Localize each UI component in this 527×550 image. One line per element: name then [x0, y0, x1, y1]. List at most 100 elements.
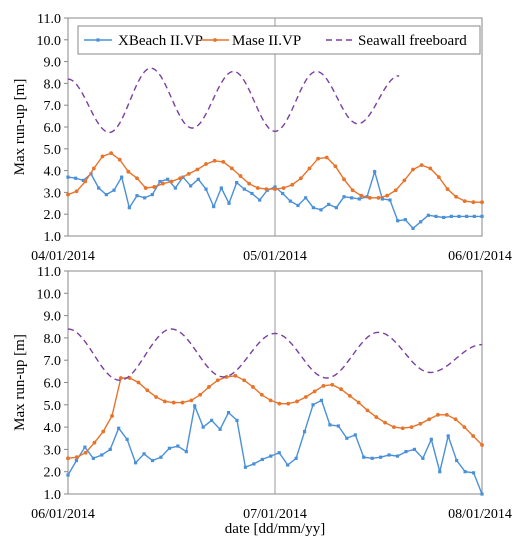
- top-mase-point: [411, 167, 415, 172]
- top-mase-point: [273, 187, 277, 192]
- top-mase-point: [255, 186, 260, 190]
- top-mase-point: [480, 200, 484, 205]
- top-xbeach-point: [449, 214, 453, 218]
- bottom-xbeach-point: [66, 473, 70, 477]
- bottom-mase-point: [277, 401, 282, 406]
- bottom-xbeach-point: [471, 471, 476, 475]
- top-mase-point: [100, 154, 105, 159]
- top-mase-point: [238, 174, 243, 178]
- top-mase-point: [316, 156, 321, 161]
- bottom-xbeach-point: [404, 450, 408, 454]
- top-mase-point: [281, 186, 286, 190]
- top-mase-point: [83, 179, 88, 184]
- top-xbeach-point: [426, 213, 430, 217]
- bottom-xbeach-point: [210, 418, 214, 423]
- top-xbeach-point: [81, 178, 85, 183]
- legend-marker-xbeach: [96, 38, 100, 42]
- top-xbeach-point: [311, 206, 315, 210]
- top-xbeach-point: [250, 191, 254, 196]
- top-y-tick-label: 6.0: [44, 121, 62, 136]
- bottom-y-tick-label: 3.0: [44, 443, 62, 458]
- bottom-mase-point: [110, 414, 114, 418]
- top-xbeach-point: [143, 196, 147, 200]
- top-xbeach-point: [227, 201, 231, 205]
- bottom-y-tick-label: 4.0: [44, 421, 62, 436]
- top-xbeach-point: [242, 187, 246, 191]
- bottom-mase-point: [259, 392, 264, 397]
- bottom-xbeach-point: [184, 450, 188, 454]
- top-xbeach-point: [158, 179, 162, 184]
- bottom-xbeach-point: [446, 434, 450, 438]
- bottom-mase-point: [154, 395, 158, 399]
- bottom-mase-point: [383, 420, 388, 425]
- bottom-mase-point: [74, 455, 79, 460]
- top-xbeach-point: [442, 215, 446, 220]
- top-mase-point: [212, 158, 217, 163]
- bottom-xbeach-point: [302, 429, 307, 434]
- top-xbeach-point: [219, 186, 223, 190]
- bottom-mase-point: [136, 380, 141, 385]
- bottom-xbeach-point: [226, 411, 231, 415]
- bottom-xbeach-point: [353, 433, 357, 437]
- bottom-xbeach-point: [463, 470, 467, 474]
- top-mase-point: [204, 162, 208, 166]
- bottom-xbeach-point: [336, 424, 340, 428]
- bottom-mase-point: [356, 400, 361, 405]
- top-mase-point: [393, 188, 398, 193]
- bottom-mase-point: [365, 408, 370, 413]
- top-xbeach-point: [281, 191, 285, 196]
- top-xbeach-point: [196, 177, 200, 181]
- bottom-mase-point: [171, 400, 176, 405]
- bottom-mase-point: [286, 401, 291, 406]
- top-xbeach-point: [350, 196, 354, 200]
- top-mase-point: [135, 176, 139, 181]
- bottom-y-tick-label: 7.0: [44, 354, 62, 369]
- bottom-mase-point: [198, 392, 203, 397]
- top-mase-point: [350, 188, 355, 193]
- bottom-xbeach-point: [480, 492, 484, 496]
- top-mase-point: [186, 171, 191, 176]
- bottom-xbeach-point: [159, 455, 163, 459]
- bottom-xbeach-point: [311, 403, 315, 407]
- bottom-mase-point: [339, 387, 343, 392]
- top-mase-point: [169, 179, 174, 184]
- bottom-xbeach-point: [269, 454, 273, 458]
- bottom-mase-point: [312, 389, 317, 394]
- bottom-xbeach-point: [133, 461, 138, 465]
- top-mase-point: [290, 182, 295, 187]
- bottom-mase-point: [101, 429, 106, 434]
- top-y-tick-label: 2.0: [44, 208, 62, 223]
- top-xbeach-point: [212, 204, 216, 209]
- top-mase-point: [229, 166, 234, 171]
- legend-label-xbeach: XBeach II.VP: [118, 33, 203, 49]
- bottom-y-tick-label: 8.0: [44, 332, 62, 347]
- top-mase-point: [307, 166, 312, 171]
- bottom-xbeach-point: [260, 457, 264, 462]
- bottom-xbeach-point: [218, 427, 222, 431]
- bottom-xbeach-point: [176, 444, 180, 448]
- top-xbeach-point: [373, 170, 377, 174]
- top-xbeach-point: [480, 214, 484, 218]
- bottom-mase-point: [462, 425, 467, 429]
- top-xbeach-point: [150, 192, 154, 197]
- bottom-mase-point: [215, 378, 220, 383]
- top-mase-point: [91, 166, 96, 171]
- bottom-xbeach-point: [294, 456, 298, 460]
- bottom-xbeach-point: [252, 462, 256, 466]
- bottom-mase-point: [374, 415, 379, 419]
- top-mase-point: [221, 159, 226, 164]
- top-xbeach-point: [273, 185, 277, 189]
- bottom-x-tick-label: 08/01/2014: [448, 507, 512, 522]
- top-chart-panel: 1.0 2.0 3.0 4.0 5.0 6.0 7.0 8.0 9.0 10.0 11.0 04/0…: [12, 12, 512, 264]
- bottom-xbeach-point: [235, 418, 239, 423]
- top-xbeach-point: [173, 186, 177, 190]
- top-y-tick-label: 5.0: [44, 143, 62, 158]
- top-mase-point: [109, 151, 114, 156]
- top-mase-point: [324, 155, 329, 160]
- bottom-xbeach-point: [91, 456, 95, 460]
- bottom-chart-panel: 1.0 2.0 3.0 4.0 5.0 6.0 7.0 8.0 9.0 10.0 11.0 06/0…: [12, 265, 512, 537]
- top-xbeach-point: [189, 184, 193, 188]
- bottom-xbeach-point: [421, 456, 425, 460]
- top-xbeach-point: [457, 214, 461, 218]
